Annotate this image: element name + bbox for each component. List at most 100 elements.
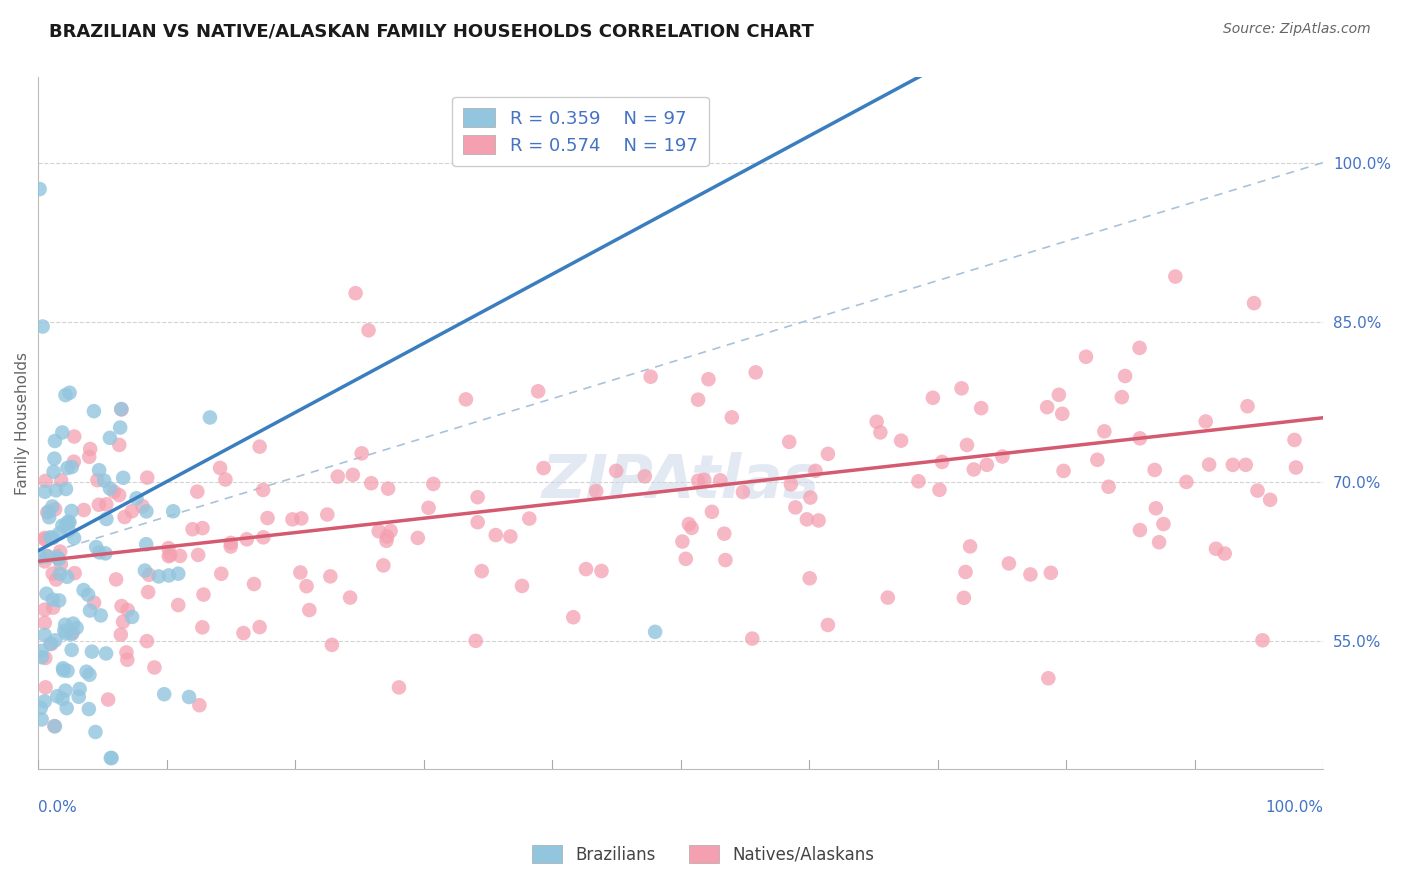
Point (527, 384, 550, 399)
Point (741, 632, 763, 646)
Point (499, 529, 522, 543)
Point (44, 633, 66, 648)
Point (950, 381, 973, 395)
Point (30, 701, 52, 715)
Point (998, 557, 1021, 571)
Point (188, 698, 211, 713)
Point (77, 702, 100, 716)
Point (31, 319, 53, 334)
Point (360, 476, 382, 491)
Point (319, 569, 342, 583)
Point (110, 627, 132, 641)
Point (53, 624, 76, 638)
Point (209, 461, 232, 475)
Point (1087, 452, 1109, 467)
Point (219, 540, 242, 554)
Point (37, 506, 59, 520)
Point (72, 583, 94, 598)
Point (1285, 460, 1308, 475)
Point (1114, 369, 1136, 384)
Point (105, 573, 128, 587)
Point (605, 464, 627, 478)
Point (125, 491, 148, 506)
Text: ZIPAtlas: ZIPAtlas (541, 452, 820, 511)
Y-axis label: Family Households: Family Households (15, 351, 30, 494)
Point (100, 751, 122, 765)
Point (281, 512, 304, 526)
Point (1052, 464, 1074, 478)
Point (108, 488, 131, 502)
Point (83, 404, 105, 418)
Point (422, 477, 444, 491)
Point (60, 643, 83, 657)
Point (34, 628, 56, 642)
Point (96, 497, 118, 511)
Point (959, 540, 981, 554)
Point (1092, 425, 1115, 439)
Point (41, 566, 63, 581)
Point (799, 571, 821, 585)
Point (58, 515, 80, 529)
Point (252, 483, 274, 497)
Point (38, 510, 60, 524)
Point (252, 530, 274, 544)
Point (1074, 350, 1097, 364)
Point (55, 683, 77, 698)
Point (471, 564, 494, 578)
Point (167, 598, 190, 612)
Point (928, 483, 950, 497)
Point (1251, 633, 1274, 648)
Point (232, 626, 254, 640)
Point (991, 450, 1014, 464)
Point (49, 566, 72, 581)
Point (136, 634, 159, 648)
Point (198, 410, 221, 425)
Point (350, 446, 373, 460)
Point (214, 473, 236, 487)
Point (1147, 535, 1170, 549)
Point (46, 550, 69, 565)
Point (34, 484, 56, 499)
Point (44, 719, 66, 733)
Point (114, 510, 136, 524)
Text: BRAZILIAN VS NATIVE/ALASKAN FAMILY HOUSEHOLDS CORRELATION CHART: BRAZILIAN VS NATIVE/ALASKAN FAMILY HOUSE… (49, 22, 814, 40)
Point (339, 591, 361, 605)
Point (52, 661, 75, 675)
Point (135, 537, 157, 551)
Point (42, 592, 65, 607)
Point (157, 568, 180, 582)
Point (79, 603, 101, 617)
Legend: Brazilians, Natives/Alaskans: Brazilians, Natives/Alaskans (526, 838, 880, 871)
Point (191, 521, 214, 535)
Point (373, 558, 395, 573)
Point (575, 562, 598, 576)
Point (49, 558, 72, 572)
Point (46, 690, 69, 704)
Point (49, 473, 72, 487)
Point (89, 545, 111, 559)
Point (290, 566, 312, 580)
Point (187, 548, 209, 562)
Point (42, 465, 65, 479)
Point (98, 431, 121, 445)
Point (112, 615, 135, 629)
Point (321, 638, 343, 652)
Point (44, 719, 66, 733)
Point (44, 451, 66, 466)
Point (34, 694, 56, 708)
Point (1234, 458, 1257, 472)
Point (62, 625, 84, 640)
Point (134, 564, 156, 578)
Point (34, 554, 56, 568)
Point (922, 391, 945, 405)
Point (1164, 269, 1187, 284)
Point (418, 500, 440, 515)
Point (62, 616, 84, 631)
Point (1258, 492, 1281, 507)
Point (1284, 433, 1306, 447)
Point (56, 664, 79, 678)
Point (108, 420, 131, 434)
Point (110, 402, 132, 417)
Point (38, 505, 60, 519)
Point (464, 633, 486, 648)
